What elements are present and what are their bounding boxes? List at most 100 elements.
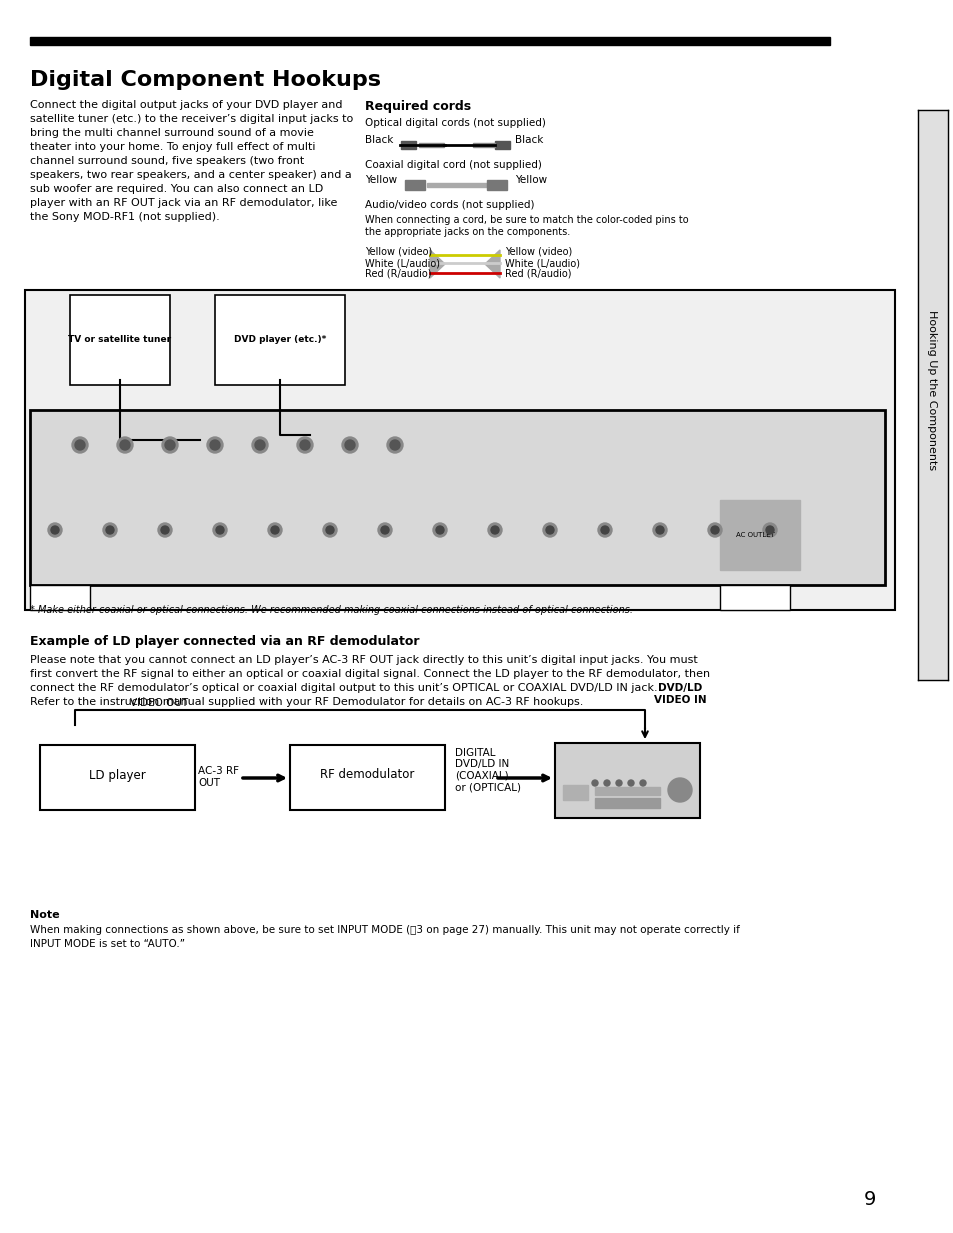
Text: DVD/LD
VIDEO IN: DVD/LD VIDEO IN bbox=[653, 683, 705, 705]
Text: Yellow: Yellow bbox=[365, 175, 396, 185]
Circle shape bbox=[158, 523, 172, 538]
Circle shape bbox=[598, 523, 612, 538]
Circle shape bbox=[667, 778, 691, 801]
Text: Hooking Up the Components: Hooking Up the Components bbox=[926, 309, 936, 470]
Bar bbox=[418, 143, 443, 147]
Circle shape bbox=[380, 526, 389, 534]
Circle shape bbox=[213, 523, 227, 538]
Text: Yellow (video): Yellow (video) bbox=[504, 247, 572, 256]
Circle shape bbox=[103, 523, 117, 538]
Bar bbox=[427, 182, 486, 187]
Circle shape bbox=[390, 440, 399, 450]
Text: DIGITAL
DVD/LD IN
(COAXIAL)
or (OPTICAL): DIGITAL DVD/LD IN (COAXIAL) or (OPTICAL) bbox=[455, 747, 520, 793]
Bar bbox=[495, 141, 510, 149]
Text: Red (R/audio): Red (R/audio) bbox=[504, 269, 571, 279]
Text: Audio/video cords (not supplied): Audio/video cords (not supplied) bbox=[365, 200, 534, 210]
Text: Coaxial digital cord (not supplied): Coaxial digital cord (not supplied) bbox=[365, 160, 541, 170]
Circle shape bbox=[75, 440, 85, 450]
FancyBboxPatch shape bbox=[30, 411, 884, 584]
Circle shape bbox=[210, 440, 220, 450]
Text: Required cords: Required cords bbox=[365, 100, 471, 113]
Bar bbox=[917, 110, 947, 681]
Bar bbox=[595, 787, 659, 795]
Circle shape bbox=[161, 526, 169, 534]
Circle shape bbox=[765, 526, 773, 534]
Bar bbox=[720, 584, 789, 610]
Circle shape bbox=[542, 523, 557, 538]
Circle shape bbox=[120, 440, 130, 450]
Text: VIDEO OUT: VIDEO OUT bbox=[130, 698, 188, 708]
Circle shape bbox=[51, 526, 59, 534]
Bar bbox=[25, 290, 894, 610]
Circle shape bbox=[603, 780, 609, 785]
Text: DVD player (etc.)*: DVD player (etc.)* bbox=[233, 335, 326, 344]
Circle shape bbox=[296, 436, 313, 453]
Circle shape bbox=[433, 523, 447, 538]
Text: Red (R/audio): Red (R/audio) bbox=[365, 269, 431, 279]
Circle shape bbox=[207, 436, 223, 453]
Bar bbox=[400, 141, 416, 149]
Circle shape bbox=[215, 526, 224, 534]
Circle shape bbox=[341, 436, 357, 453]
Circle shape bbox=[656, 526, 663, 534]
Polygon shape bbox=[484, 250, 499, 277]
Circle shape bbox=[616, 780, 621, 785]
Text: RF demodulator: RF demodulator bbox=[319, 768, 414, 782]
Circle shape bbox=[162, 436, 178, 453]
Bar bbox=[555, 743, 700, 817]
Circle shape bbox=[252, 436, 268, 453]
Circle shape bbox=[268, 523, 282, 538]
Bar bbox=[30, 37, 829, 44]
Bar bbox=[562, 785, 587, 800]
Circle shape bbox=[326, 526, 334, 534]
Text: Black: Black bbox=[515, 134, 543, 145]
Bar bbox=[486, 180, 506, 190]
FancyBboxPatch shape bbox=[70, 295, 170, 385]
Text: Please note that you cannot connect an LD player’s AC-3 RF OUT jack directly to : Please note that you cannot connect an L… bbox=[30, 655, 709, 707]
Polygon shape bbox=[430, 250, 444, 277]
Circle shape bbox=[165, 440, 174, 450]
Circle shape bbox=[592, 780, 598, 785]
Circle shape bbox=[436, 526, 443, 534]
Circle shape bbox=[491, 526, 498, 534]
Circle shape bbox=[254, 440, 265, 450]
Bar bbox=[30, 584, 90, 610]
Text: Connect the digital output jacks of your DVD player and
satellite tuner (etc.) t: Connect the digital output jacks of your… bbox=[30, 100, 353, 222]
Text: Digital Component Hookups: Digital Component Hookups bbox=[30, 70, 380, 90]
Circle shape bbox=[387, 436, 402, 453]
Text: * Make either coaxial or optical connections. We recommended making coaxial conn: * Make either coaxial or optical connect… bbox=[30, 605, 633, 615]
Circle shape bbox=[377, 523, 392, 538]
Text: Yellow: Yellow bbox=[515, 175, 547, 185]
Circle shape bbox=[117, 436, 132, 453]
Bar bbox=[473, 143, 495, 147]
Circle shape bbox=[600, 526, 608, 534]
Text: 9: 9 bbox=[862, 1190, 875, 1210]
Circle shape bbox=[71, 436, 88, 453]
Circle shape bbox=[323, 523, 336, 538]
Circle shape bbox=[48, 523, 62, 538]
Text: White (L/audio): White (L/audio) bbox=[365, 258, 439, 268]
Circle shape bbox=[106, 526, 113, 534]
Text: Note: Note bbox=[30, 910, 60, 920]
Circle shape bbox=[762, 523, 776, 538]
Circle shape bbox=[710, 526, 719, 534]
Bar bbox=[595, 798, 659, 808]
Circle shape bbox=[627, 780, 634, 785]
Bar bbox=[40, 745, 194, 810]
Text: Yellow (video): Yellow (video) bbox=[365, 247, 432, 256]
Text: White (L/audio): White (L/audio) bbox=[504, 258, 579, 268]
Text: When making connections as shown above, be sure to set INPUT MODE (3 on page 27: When making connections as shown above, … bbox=[30, 925, 740, 949]
Text: Optical digital cords (not supplied): Optical digital cords (not supplied) bbox=[365, 118, 545, 128]
Circle shape bbox=[488, 523, 501, 538]
Text: Example of LD player connected via an RF demodulator: Example of LD player connected via an RF… bbox=[30, 635, 419, 649]
Circle shape bbox=[639, 780, 645, 785]
Text: AC-3 RF
OUT: AC-3 RF OUT bbox=[198, 766, 239, 788]
FancyBboxPatch shape bbox=[214, 295, 345, 385]
Circle shape bbox=[345, 440, 355, 450]
Text: When connecting a cord, be sure to match the color-coded pins to
the appropriate: When connecting a cord, be sure to match… bbox=[365, 215, 688, 238]
Bar bbox=[405, 180, 424, 190]
Bar bbox=[720, 501, 800, 570]
Circle shape bbox=[707, 523, 721, 538]
Circle shape bbox=[299, 440, 310, 450]
Text: TV or satellite tuner: TV or satellite tuner bbox=[69, 335, 172, 344]
